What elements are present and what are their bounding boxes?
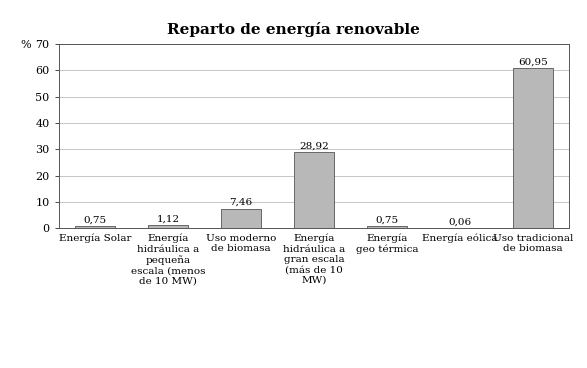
Bar bbox=[75, 226, 115, 228]
Bar bbox=[367, 226, 407, 228]
Text: 7,46: 7,46 bbox=[230, 198, 252, 207]
Text: 0,75: 0,75 bbox=[83, 216, 107, 224]
Text: 0,75: 0,75 bbox=[376, 216, 399, 224]
Text: 60,95: 60,95 bbox=[518, 57, 548, 66]
Text: 0,06: 0,06 bbox=[448, 217, 471, 226]
Text: %: % bbox=[21, 40, 31, 50]
Bar bbox=[294, 152, 334, 228]
Text: Reparto de energía renovable: Reparto de energía renovable bbox=[167, 22, 420, 37]
Text: 28,92: 28,92 bbox=[299, 142, 329, 151]
Bar bbox=[513, 68, 553, 228]
Bar bbox=[148, 225, 188, 228]
Text: 1,12: 1,12 bbox=[157, 215, 180, 224]
Bar bbox=[221, 209, 261, 228]
